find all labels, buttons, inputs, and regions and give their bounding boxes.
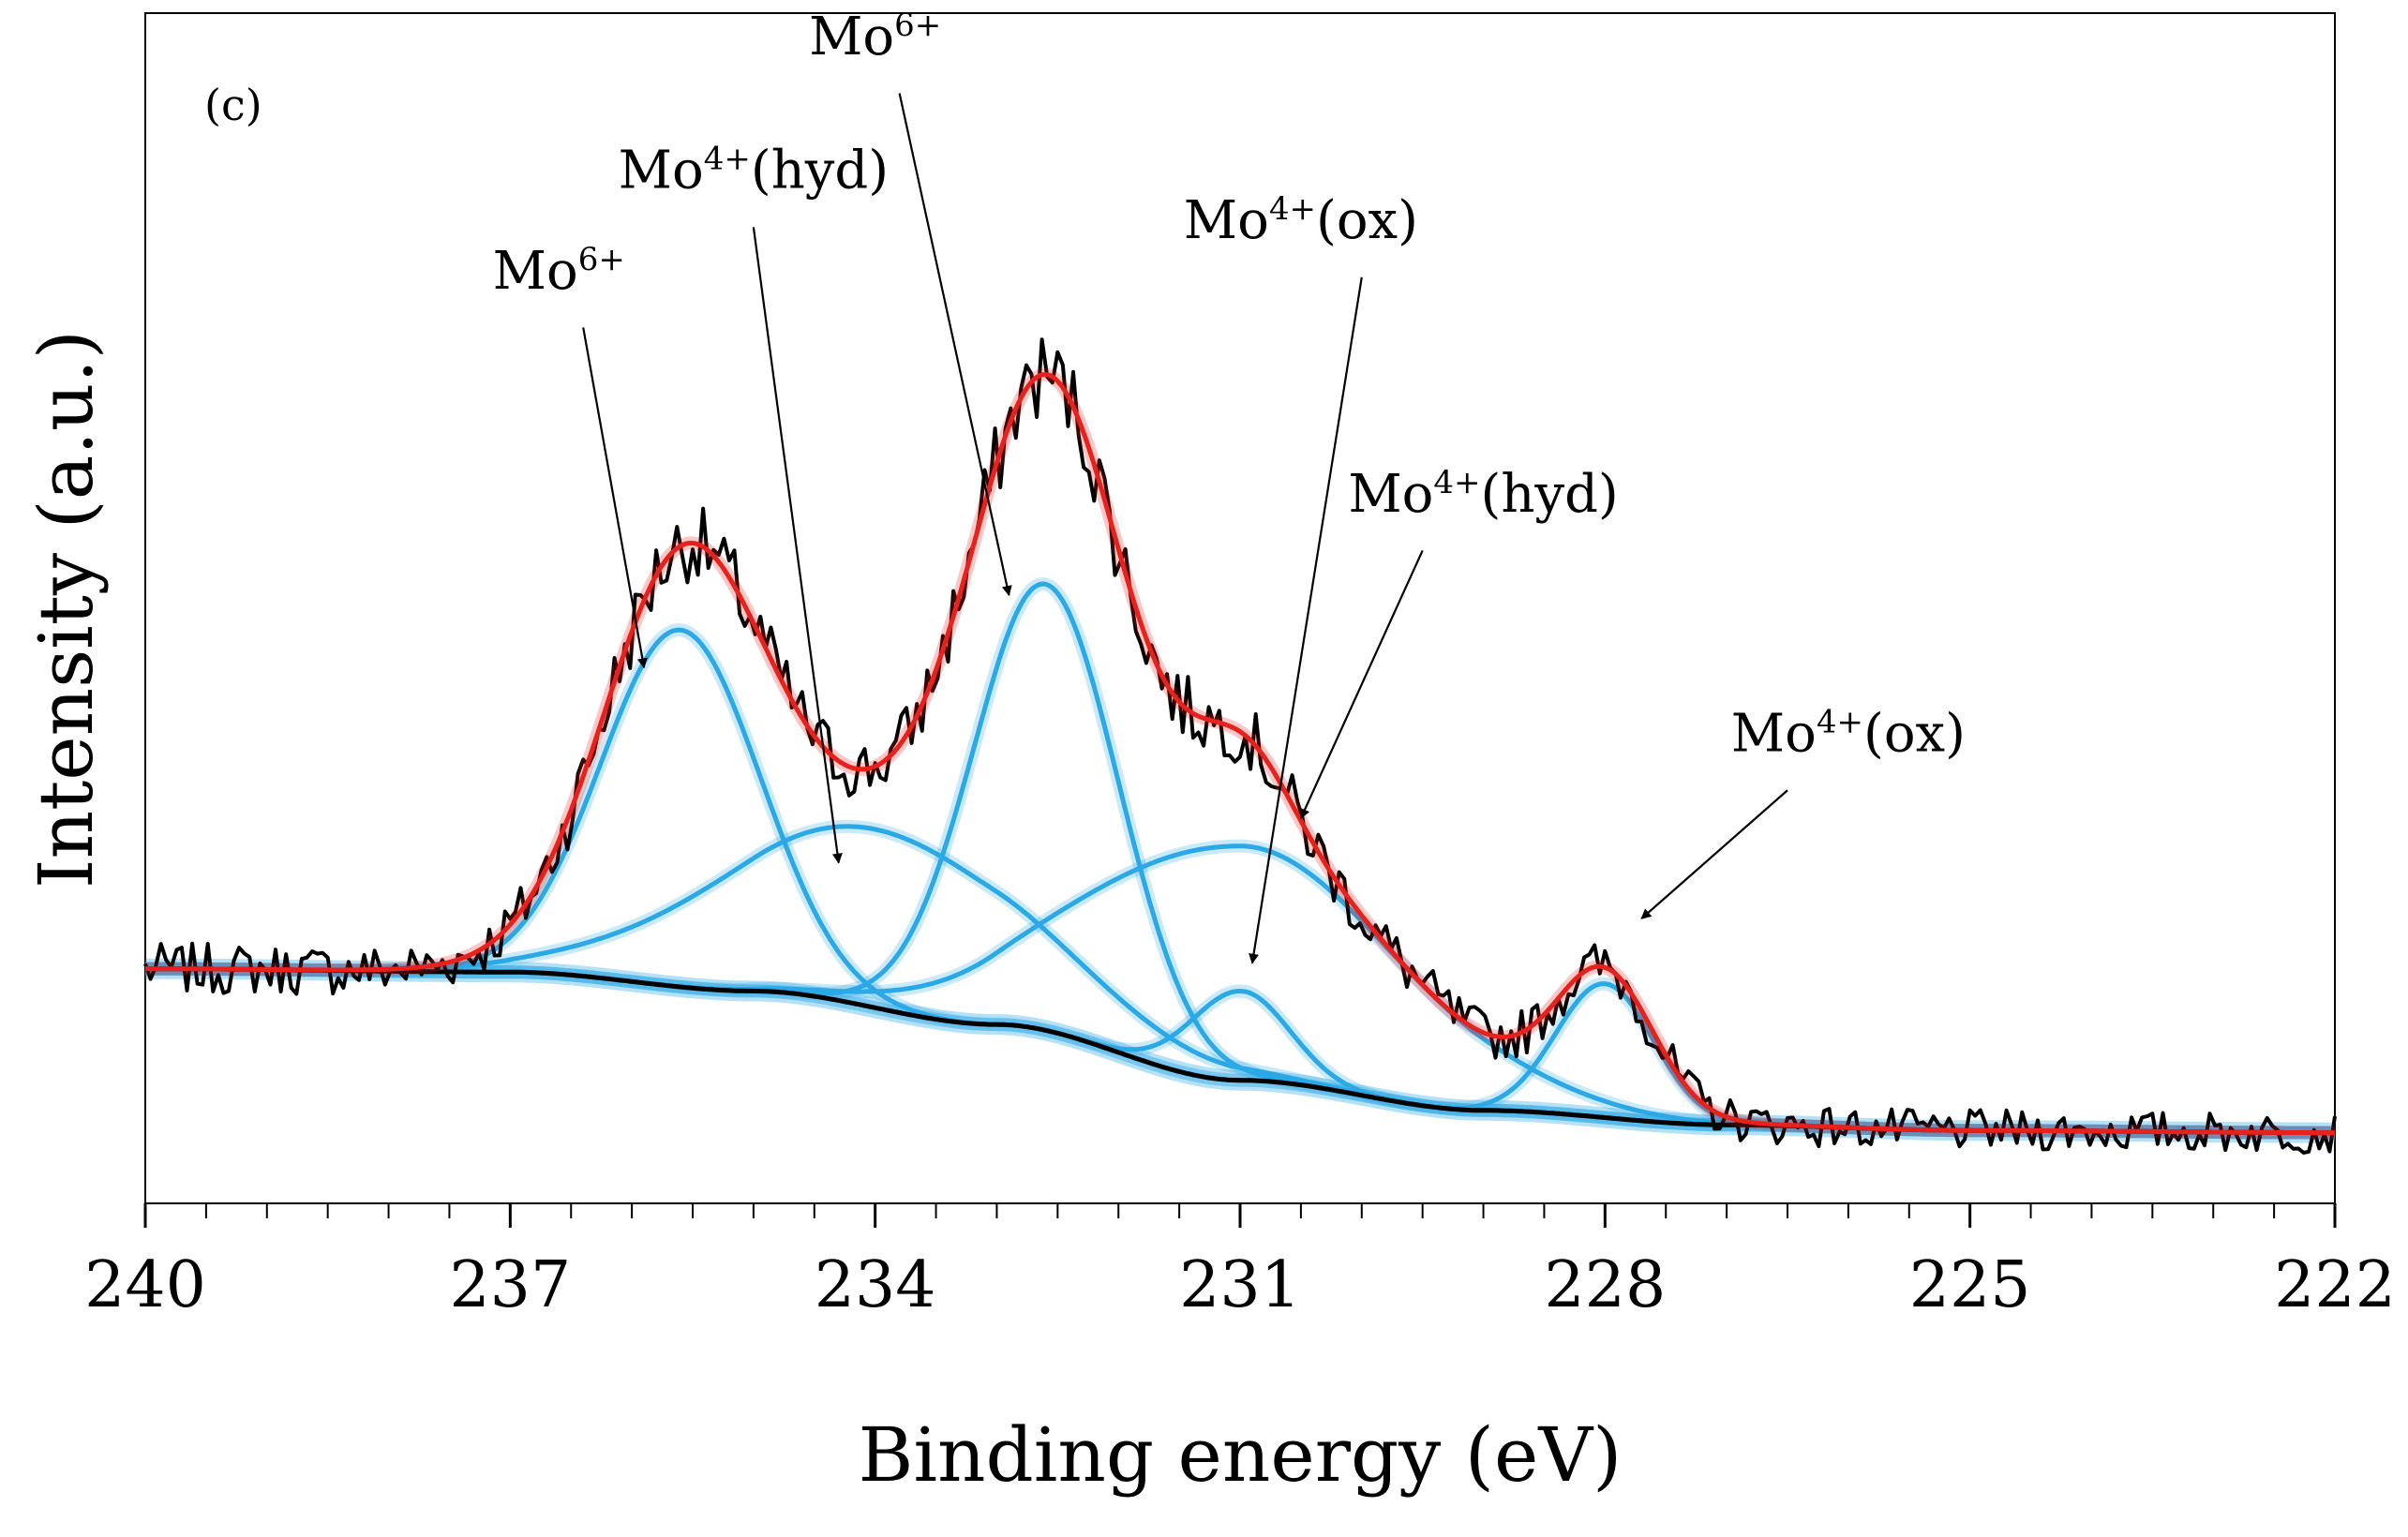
x-axis-title: Binding energy (eV)	[859, 1411, 1623, 1499]
annotation-base: Mo	[1348, 464, 1433, 525]
annotation-suffix: (ox)	[1316, 190, 1418, 251]
x-tick-label: 231	[1179, 1248, 1301, 1322]
x-tick-label: 237	[449, 1248, 571, 1322]
annotation-label-3: Mo6+	[809, 7, 941, 67]
annotation-superscript: 4+	[1433, 464, 1480, 501]
component-peak-5	[145, 966, 2335, 1136]
annotation-suffix: (hyd)	[751, 141, 889, 201]
x-tick-label: 228	[1544, 1248, 1666, 1322]
annotation-arrow-6	[1640, 789, 1788, 919]
component-glow-1	[142, 623, 2339, 1140]
y-axis-title: Intensity (a.u.)	[22, 330, 110, 888]
annotation-superscript: 6+	[578, 241, 625, 278]
annotation-base: Mo	[1731, 704, 1817, 765]
panel-label: (c)	[204, 80, 262, 130]
x-axis-ticks: 240 237 234 231 228 225 222	[84, 1203, 2396, 1322]
annotation-superscript: 4+	[1269, 190, 1316, 228]
annotation-superscript: 6+	[894, 7, 941, 44]
annotation-base: Mo	[809, 7, 894, 67]
annotation-base: Mo	[1184, 190, 1269, 251]
fit-components	[142, 577, 2339, 1140]
annotation-arrow-3	[898, 93, 1012, 597]
x-tick-label: 225	[1909, 1248, 2031, 1322]
annotation-label-2: Mo4+(hyd)	[619, 141, 889, 201]
annotation-base: Mo	[493, 241, 578, 302]
component-peak-3	[145, 581, 2335, 1136]
x-tick-label: 240	[84, 1248, 206, 1322]
annotation-base: Mo	[619, 141, 704, 201]
x-tick-label: 222	[2274, 1248, 2396, 1322]
annotation-suffix: (ox)	[1863, 704, 1966, 765]
annotation-superscript: 4+	[1817, 704, 1863, 741]
component-glow-3	[142, 577, 2339, 1140]
x-tick-label: 234	[815, 1248, 936, 1322]
raw-spectrum-line	[143, 337, 2337, 1155]
annotation-label-1: Mo6+	[493, 241, 625, 302]
annotation-arrow-2	[752, 227, 843, 864]
peak-annotations: Mo6+Mo4+(hyd)Mo6+Mo4+(ox)Mo4+(hyd)Mo4+(o…	[493, 7, 1966, 964]
envelope-layer	[145, 367, 2335, 1140]
annotation-arrow-1	[582, 327, 648, 669]
component-peak-1	[144, 627, 2335, 1136]
annotation-arrow-5	[1299, 549, 1424, 820]
annotation-label-6: Mo4+(ox)	[1731, 704, 1966, 765]
annotation-arrow-4	[1249, 276, 1363, 964]
annotation-label-4: Mo4+(ox)	[1184, 190, 1418, 251]
raw-layer	[143, 337, 2337, 1155]
annotation-label-5: Mo4+(hyd)	[1348, 464, 1618, 525]
envelope-fit-line	[145, 372, 2335, 1136]
annotation-suffix: (hyd)	[1481, 464, 1619, 525]
annotation-superscript: 4+	[704, 141, 751, 178]
